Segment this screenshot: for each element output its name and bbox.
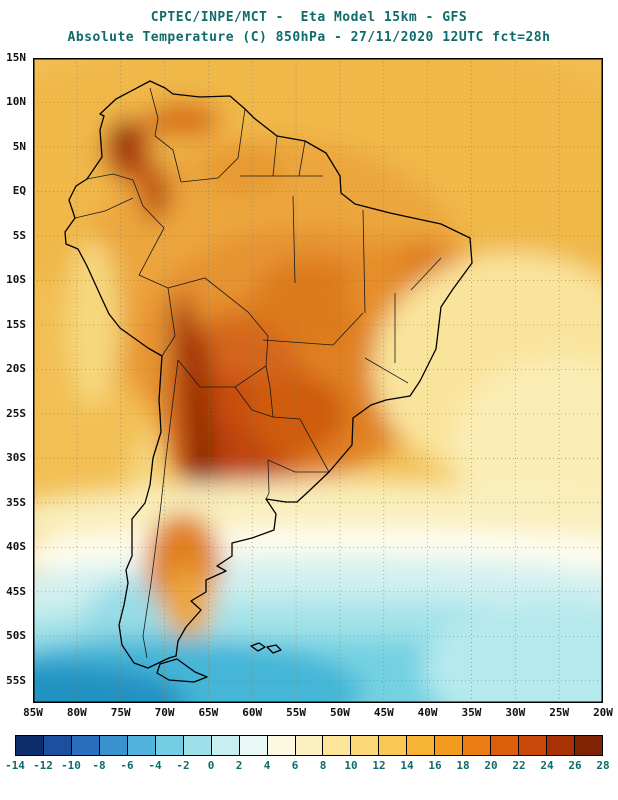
lon-label: 25W xyxy=(549,706,570,719)
lat-label: 5N xyxy=(12,139,26,153)
colorbar-tick-label: 8 xyxy=(319,759,327,772)
lon-label: 70W xyxy=(154,706,175,719)
colorbar-tick-label: -12 xyxy=(33,759,53,772)
colorbar-cell xyxy=(210,736,239,755)
grid-lines xyxy=(33,58,603,703)
tierra-del-fuego-outline xyxy=(156,658,208,683)
lon-label: 40W xyxy=(417,706,438,719)
colorbar-cell xyxy=(70,736,99,755)
lat-label: 40S xyxy=(6,540,26,554)
lat-label: 10S xyxy=(6,273,26,287)
colorbar-cell xyxy=(378,736,407,755)
colorbar-legend: -14 -12 -10 -8 -6 -4 -2 0 2 4 6 8 10 12 14 16 18 20 22 24 26… xyxy=(5,735,610,775)
colorbar-tick-label: 24 xyxy=(540,759,554,772)
island-outline xyxy=(266,644,282,654)
lon-label: 45W xyxy=(373,706,394,719)
colorbar-tick-label: 16 xyxy=(428,759,442,772)
colorbar-tick-label: 18 xyxy=(456,759,470,772)
lat-label: 35S xyxy=(6,495,26,509)
colorbar-cell xyxy=(546,736,575,755)
colorbar-cell xyxy=(322,736,351,755)
lon-label: 20W xyxy=(593,706,613,719)
colorbar xyxy=(15,735,603,756)
map-header: CPTEC/INPE/MCT - Eta Model 15km - GFS Ab… xyxy=(0,0,618,48)
colorbar-tick-label: 0 xyxy=(207,759,215,772)
map: 15N 10N 5N EQ 5S 10S 15S 20S 25S 30S 35S 40S 45S 50S 5… xyxy=(6,52,603,703)
colorbar-cell xyxy=(98,736,127,755)
island-outline xyxy=(250,642,266,652)
colorbar-cell xyxy=(182,736,211,755)
country-borders xyxy=(74,87,442,659)
lat-label: 15S xyxy=(6,317,26,331)
coastline xyxy=(64,80,473,683)
colorbar-cell xyxy=(42,736,71,755)
colorbar-tick-label: 2 xyxy=(235,759,243,772)
lat-label: 30S xyxy=(6,451,26,465)
lat-label: 20S xyxy=(6,362,26,376)
colorbar-tick-label: 4 xyxy=(263,759,271,772)
lat-label: 45S xyxy=(6,584,26,598)
lat-label: 50S xyxy=(6,629,26,643)
lon-label: 60W xyxy=(242,706,263,719)
colorbar-tick-label: 20 xyxy=(484,759,498,772)
lat-label: 25S xyxy=(6,406,26,420)
colorbar-ticks: -14 -12 -10 -8 -6 -4 -2 0 2 4 6 8 10 12 14 16 18 20 22 24 26… xyxy=(5,759,610,775)
colorbar-tick-label: -6 xyxy=(120,759,134,772)
lon-label: 75W xyxy=(110,706,131,719)
lat-label: 55S xyxy=(6,673,26,687)
colorbar-tick-label: -2 xyxy=(176,759,190,772)
colorbar-cell xyxy=(16,736,43,755)
lat-label: 15N xyxy=(6,51,26,64)
colorbar-cell xyxy=(126,736,155,755)
lon-label: 85W xyxy=(23,706,43,719)
page-title: CPTEC/INPE/MCT - Eta Model 15km - GFS xyxy=(150,10,468,25)
colorbar-cell xyxy=(294,736,323,755)
lon-label: 55W xyxy=(286,706,306,719)
lat-label: EQ xyxy=(12,184,26,198)
colorbar-cell xyxy=(266,736,295,755)
lon-label: 35W xyxy=(461,706,482,719)
colorbar-tick-label: 6 xyxy=(291,759,299,772)
colorbar-tick-label: 12 xyxy=(372,759,386,772)
colorbar-cell xyxy=(462,736,491,755)
map-canvas xyxy=(33,58,603,703)
colorbar-cell xyxy=(574,736,603,755)
temperature-field xyxy=(33,58,603,703)
colorbar-cell xyxy=(154,736,183,755)
colorbar-tick-label: 14 xyxy=(400,759,414,772)
page-subtitle: Absolute Temperature (C) 850hPa - 27/11/… xyxy=(67,30,551,45)
lon-axis: 85W 80W 75W 70W 65W 60W 55W 50W 45W 40W 35W 30W 25W 2… xyxy=(23,703,613,721)
colorbar-tick-label: -8 xyxy=(92,759,106,772)
colorbar-tick-label: -10 xyxy=(61,759,81,772)
colorbar-cell xyxy=(518,736,547,755)
colorbar-cell xyxy=(434,736,463,755)
lat-axis: 15N 10N 5N EQ 5S 10S 15S 20S 25S 30S 35S 40S 45S 50S 5… xyxy=(0,52,30,703)
lon-label: 65W xyxy=(198,706,219,719)
lon-label: 80W xyxy=(66,706,87,719)
colorbar-cell xyxy=(350,736,379,755)
colorbar-cell xyxy=(238,736,267,755)
lon-label: 30W xyxy=(505,706,526,719)
colorbar-cell xyxy=(406,736,435,755)
colorbar-tick-label: -14 xyxy=(5,759,25,772)
lon-label: 50W xyxy=(329,706,350,719)
colorbar-tick-label: 10 xyxy=(344,759,358,772)
colorbar-tick-label: -4 xyxy=(148,759,162,772)
colorbar-tick-label: 22 xyxy=(512,759,526,772)
colorbar-cell xyxy=(490,736,519,755)
lat-label: 10N xyxy=(6,95,26,109)
map-frame xyxy=(33,58,603,703)
lat-label: 5S xyxy=(12,228,26,242)
colorbar-tick-label: 28 xyxy=(596,759,610,772)
colorbar-tick-label: 26 xyxy=(568,759,582,772)
